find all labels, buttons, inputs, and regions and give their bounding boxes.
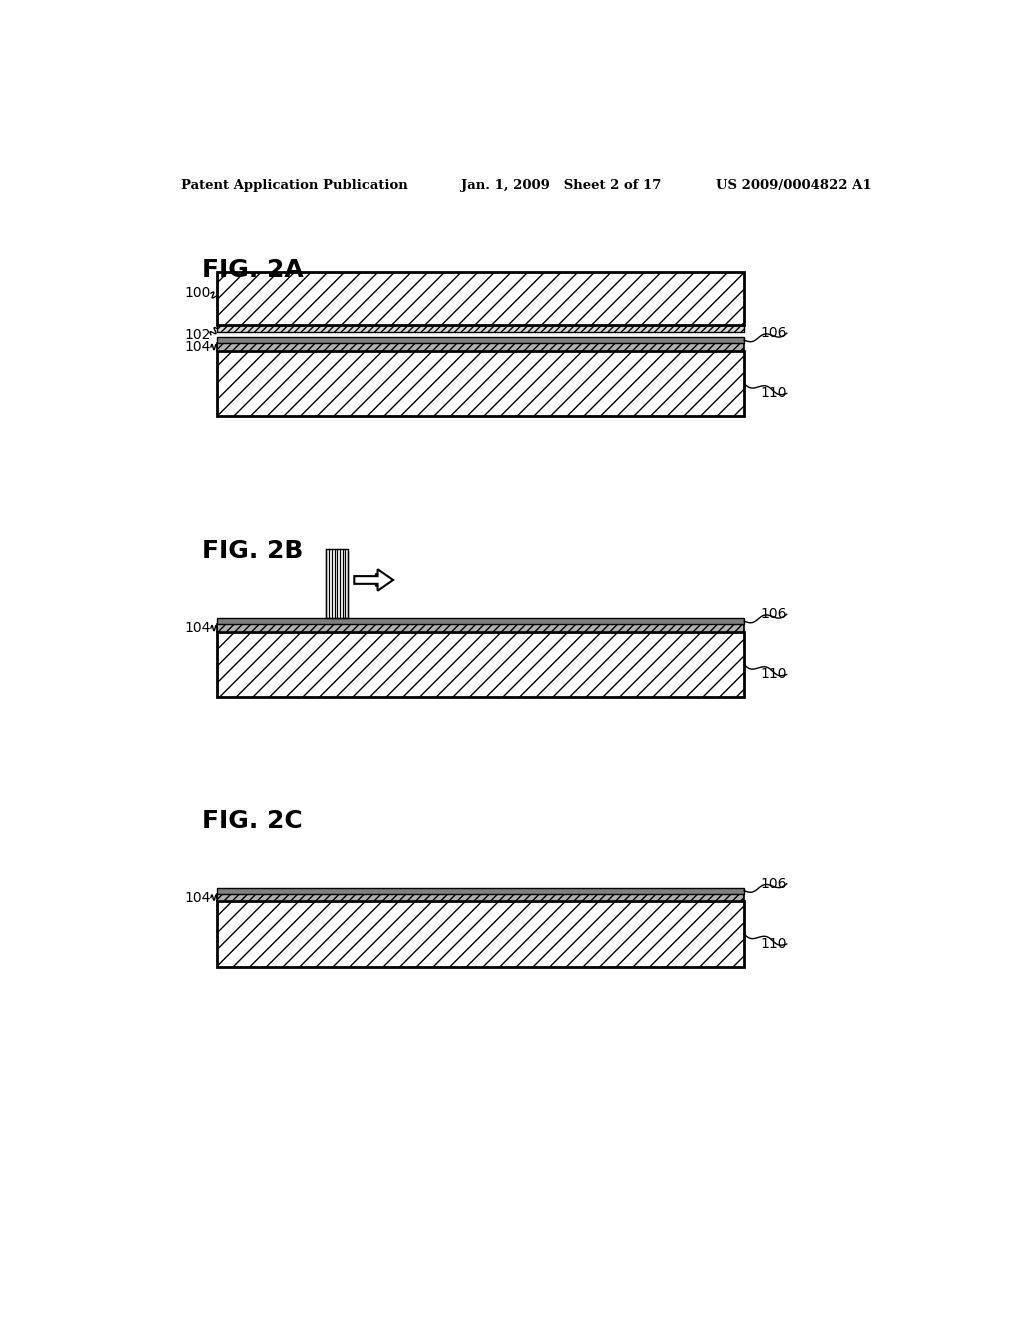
Bar [217, 337, 744, 343]
Text: Patent Application Publication: Patent Application Publication [180, 178, 408, 191]
Bar [217, 343, 744, 351]
Bar [217, 351, 744, 416]
Text: 110: 110 [760, 387, 786, 400]
Text: FIG. 2C: FIG. 2C [202, 809, 302, 833]
Text: Jan. 1, 2009   Sheet 2 of 17: Jan. 1, 2009 Sheet 2 of 17 [461, 178, 662, 191]
Bar [217, 632, 744, 697]
Bar [327, 549, 348, 618]
Bar [217, 902, 744, 966]
Bar [217, 887, 744, 894]
Bar [217, 326, 744, 331]
Polygon shape [354, 569, 393, 591]
Text: 102: 102 [184, 327, 211, 342]
Text: 110: 110 [760, 668, 786, 681]
Bar [217, 624, 744, 632]
Text: 110: 110 [760, 937, 786, 950]
Bar [217, 618, 744, 624]
Text: 104: 104 [184, 622, 211, 635]
Text: 104: 104 [184, 891, 211, 904]
Bar [217, 894, 744, 902]
Text: 104: 104 [184, 341, 211, 354]
Text: US 2009/0004822 A1: US 2009/0004822 A1 [717, 178, 872, 191]
Bar [217, 272, 744, 326]
Text: FIG. 2A: FIG. 2A [202, 257, 303, 282]
Text: 106: 106 [760, 607, 786, 622]
Text: 106: 106 [760, 326, 786, 341]
Text: 106: 106 [760, 876, 786, 891]
Text: 100: 100 [184, 286, 211, 300]
Text: FIG. 2B: FIG. 2B [202, 539, 303, 564]
